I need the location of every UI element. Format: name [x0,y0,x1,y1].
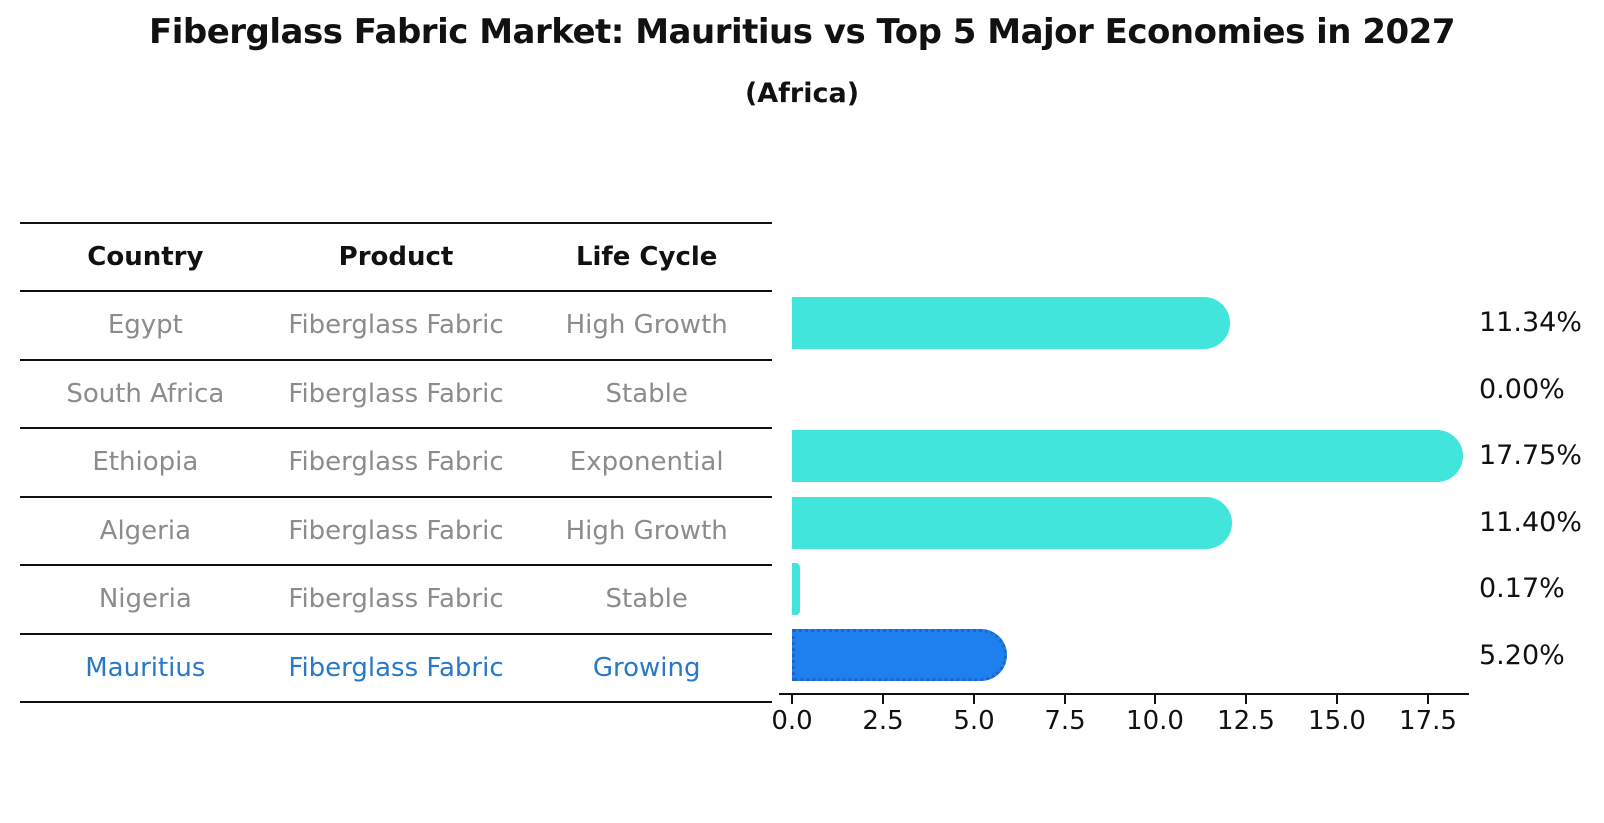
value-label-egypt: 11.34% [1479,307,1582,338]
table-cell-product: Fiberglass Fabric [288,447,504,478]
x-tick [1064,695,1066,704]
chart-title: Fiberglass Fabric Market: Mauritius vs T… [149,12,1455,52]
x-tick-label: 5.0 [953,706,995,736]
x-tick [1154,695,1156,704]
bar-algeria [792,497,1233,549]
table-cell-product: Fiberglass Fabric [288,652,504,683]
table-cell-product: Fiberglass Fabric [288,310,504,341]
table-row: Nigeria Fiberglass Fabric Stable [20,566,772,635]
table-row: Ethiopia Fiberglass Fabric Exponential [20,429,772,498]
table-cell-lifecycle: Growing [592,652,701,683]
x-tick-label: 10.0 [1126,706,1184,736]
table-cell-country: Ethiopia [92,447,199,478]
table-cell-lifecycle: Exponential [569,447,724,478]
table-row: Egypt Fiberglass Fabric High Growth [20,292,772,361]
table-row: South Africa Fiberglass Fabric Stable [20,361,772,429]
x-tick [973,695,975,704]
value-label-ethiopia: 17.75% [1479,440,1582,471]
bar-mauritius [792,629,1007,681]
table-header-country: Country [87,242,204,272]
value-label-algeria: 11.40% [1479,507,1582,538]
x-tick-label: 7.5 [1044,706,1086,736]
table-cell-country: South Africa [66,378,225,409]
chart-subtitle: (Africa) [744,78,860,109]
value-label-nigeria: 0.17% [1479,573,1565,604]
table-row: Algeria Fiberglass Fabric High Growth [20,498,772,566]
x-tick [791,695,793,704]
table-cell-country: Mauritius [85,652,206,683]
table-cell-product: Fiberglass Fabric [288,378,504,409]
x-tick [1427,695,1429,704]
table-cell-country: Nigeria [98,584,192,615]
table-cell-lifecycle: Stable [605,584,688,615]
table-cell-product: Fiberglass Fabric [288,584,504,615]
value-label-south-africa: 0.00% [1479,374,1565,405]
bar-nigeria [792,563,801,615]
x-tick-label: 15.0 [1308,706,1366,736]
data-table: Country Product Life Cycle Egypt Fibergl… [20,222,772,703]
x-tick [1336,695,1338,704]
table-row-mauritius: Mauritius Fiberglass Fabric Growing [20,635,772,703]
table-cell-country: Algeria [99,515,192,546]
table-cell-lifecycle: High Growth [565,515,728,546]
table-header-row: Country Product Life Cycle [20,224,772,292]
x-tick [1245,695,1247,704]
table-cell-product: Fiberglass Fabric [288,515,504,546]
table-header-lifecycle: Life Cycle [575,242,718,272]
x-tick-label: 2.5 [862,706,904,736]
bar-ethiopia [792,430,1463,482]
x-tick-label: 0.0 [771,706,813,736]
value-label-mauritius: 5.20% [1479,640,1565,671]
x-axis-line [779,693,1469,695]
table-cell-country: Egypt [107,310,183,341]
x-tick-label: 12.5 [1217,706,1275,736]
table-cell-lifecycle: High Growth [565,310,728,341]
x-tick [882,695,884,704]
x-tick-label: 17.5 [1399,706,1457,736]
table-header-product: Product [338,242,454,272]
table-cell-lifecycle: Stable [605,378,688,409]
bar-egypt [792,297,1230,349]
